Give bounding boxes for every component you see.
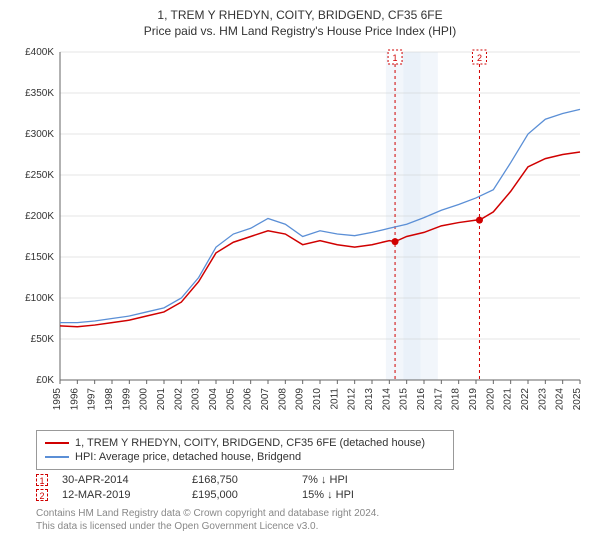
- svg-text:£100K: £100K: [25, 293, 54, 304]
- legend-label-price: 1, TREM Y RHEDYN, COITY, BRIDGEND, CF35 …: [75, 437, 425, 449]
- footnote: Contains HM Land Registry data © Crown c…: [36, 507, 588, 533]
- svg-text:2001: 2001: [156, 388, 167, 411]
- legend: 1, TREM Y RHEDYN, COITY, BRIDGEND, CF35 …: [36, 430, 454, 470]
- svg-text:2024: 2024: [555, 388, 566, 411]
- svg-text:£200K: £200K: [25, 211, 54, 222]
- svg-text:2007: 2007: [260, 388, 271, 411]
- chart-svg: £0K £50K £100K £150K £200K £250K £300K £350K £40…: [12, 44, 588, 424]
- svg-text:2008: 2008: [277, 388, 288, 411]
- svg-text:2023: 2023: [537, 388, 548, 411]
- svg-text:2012: 2012: [347, 388, 358, 411]
- sale-price-1: £168,750: [192, 474, 302, 486]
- svg-text:2014: 2014: [381, 388, 392, 411]
- svg-text:2017: 2017: [433, 388, 444, 411]
- sale-date-1: 30-APR-2014: [62, 474, 192, 486]
- svg-text:1997: 1997: [87, 388, 98, 411]
- svg-text:£250K: £250K: [25, 170, 54, 181]
- svg-text:2: 2: [477, 53, 482, 63]
- footnote-line1: Contains HM Land Registry data © Crown c…: [36, 507, 588, 520]
- svg-text:£400K: £400K: [25, 47, 54, 58]
- svg-text:1996: 1996: [69, 388, 80, 411]
- svg-text:£50K: £50K: [31, 334, 55, 345]
- sale-badge-1: 1: [36, 474, 48, 486]
- svg-text:£350K: £350K: [25, 88, 54, 99]
- svg-text:£0K: £0K: [36, 375, 54, 386]
- svg-text:2018: 2018: [451, 388, 462, 411]
- svg-text:2021: 2021: [503, 388, 514, 411]
- price-chart: £0K £50K £100K £150K £200K £250K £300K £350K £40…: [12, 44, 588, 424]
- svg-text:2002: 2002: [173, 388, 184, 411]
- svg-text:£150K: £150K: [25, 252, 54, 263]
- svg-text:2004: 2004: [208, 388, 219, 411]
- svg-text:1998: 1998: [104, 388, 115, 411]
- legend-row-price: 1, TREM Y RHEDYN, COITY, BRIDGEND, CF35 …: [45, 437, 445, 449]
- svg-text:1995: 1995: [52, 388, 63, 411]
- svg-text:2022: 2022: [520, 388, 531, 411]
- sale-date-2: 12-MAR-2019: [62, 489, 192, 501]
- page: 1, TREM Y RHEDYN, COITY, BRIDGEND, CF35 …: [0, 0, 600, 560]
- svg-text:2025: 2025: [572, 388, 583, 411]
- sale-diff-2: 15% ↓ HPI: [302, 489, 412, 501]
- svg-text:2019: 2019: [468, 388, 479, 411]
- sale-badge-2: 2: [36, 489, 48, 501]
- svg-text:2009: 2009: [295, 388, 306, 411]
- sale-row-2: 2 12-MAR-2019 £195,000 15% ↓ HPI: [36, 489, 588, 501]
- page-title: 1, TREM Y RHEDYN, COITY, BRIDGEND, CF35 …: [12, 8, 588, 22]
- sale-diff-1: 7% ↓ HPI: [302, 474, 412, 486]
- svg-text:2015: 2015: [399, 388, 410, 411]
- svg-text:2020: 2020: [485, 388, 496, 411]
- page-subtitle: Price paid vs. HM Land Registry's House …: [12, 24, 588, 38]
- svg-text:2005: 2005: [225, 388, 236, 411]
- svg-text:1999: 1999: [121, 388, 132, 411]
- svg-text:2003: 2003: [191, 388, 202, 411]
- legend-swatch-price: [45, 442, 69, 444]
- svg-text:2016: 2016: [416, 388, 427, 411]
- sale-row-1: 1 30-APR-2014 £168,750 7% ↓ HPI: [36, 474, 588, 486]
- svg-text:2011: 2011: [329, 388, 340, 410]
- svg-text:2010: 2010: [312, 388, 323, 411]
- sale-price-2: £195,000: [192, 489, 302, 501]
- svg-text:£300K: £300K: [25, 129, 54, 140]
- legend-swatch-hpi: [45, 456, 69, 458]
- legend-row-hpi: HPI: Average price, detached house, Brid…: [45, 451, 445, 463]
- svg-text:1: 1: [393, 53, 398, 63]
- svg-text:2013: 2013: [364, 388, 375, 411]
- legend-label-hpi: HPI: Average price, detached house, Brid…: [75, 451, 301, 463]
- svg-text:2000: 2000: [139, 388, 150, 411]
- svg-text:2006: 2006: [243, 388, 254, 411]
- footnote-line2: This data is licensed under the Open Gov…: [36, 520, 588, 533]
